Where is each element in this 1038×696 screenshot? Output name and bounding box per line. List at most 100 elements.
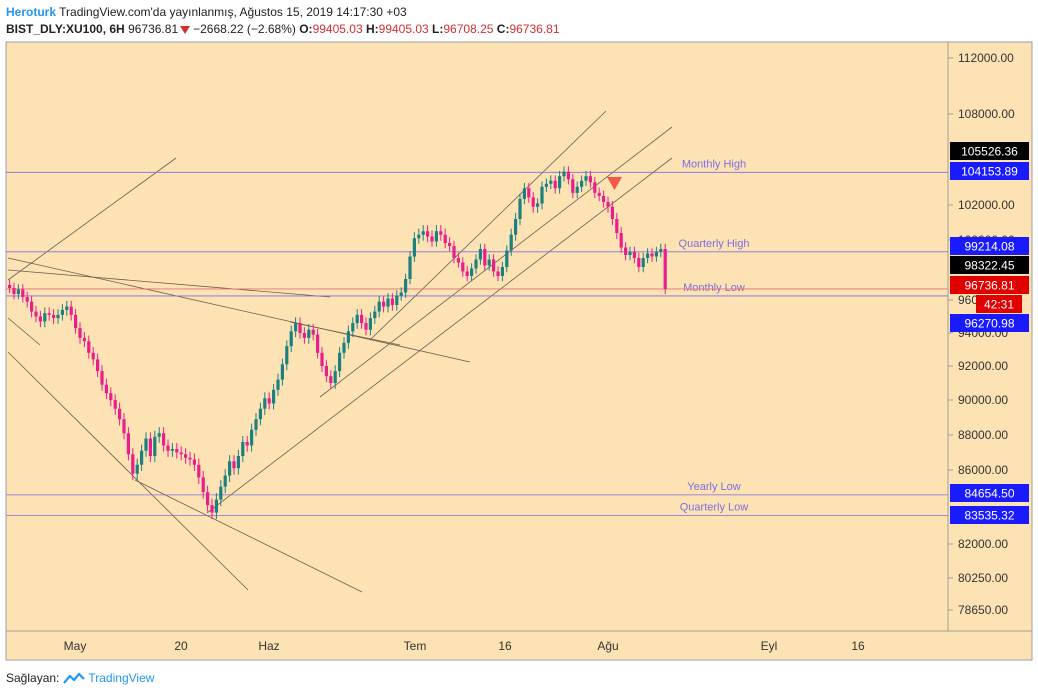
candle-body (188, 457, 192, 460)
x-tick-labels: May 20 Haz Tem 16 Ağu Eyl 16 (64, 639, 865, 653)
candle-body (346, 331, 350, 343)
y-tick-label: 90000.00 (958, 393, 1008, 407)
time-axis[interactable] (5, 630, 1033, 661)
close-label: C: (496, 22, 510, 36)
published-text: TradingView.com'da yayınlanmış, Ağustos … (59, 5, 407, 19)
candle-body (245, 442, 249, 446)
candle-body (197, 464, 201, 478)
candle-body (60, 309, 64, 315)
candle-body (487, 259, 491, 266)
candle-body (606, 201, 610, 207)
price-tag-text: 99214.08 (964, 240, 1014, 254)
candle-body (483, 249, 487, 266)
candle-body (593, 182, 597, 193)
candle-body (430, 236, 434, 242)
candle-body (492, 259, 496, 272)
candle-body (558, 176, 562, 189)
candle-body (562, 171, 566, 177)
price-tag-text: 96270.98 (964, 317, 1014, 331)
level-label: Monthly Low (683, 282, 745, 294)
close-value: 96736.81 (509, 22, 560, 36)
y-tick-label: 78650.00 (958, 603, 1008, 617)
price-change: −2668.22 (−2.68%) (193, 22, 296, 36)
candle-body (30, 301, 34, 312)
candle-body (434, 231, 438, 242)
provider-label: Sağlayan: (6, 671, 60, 685)
candle-body (104, 384, 108, 394)
candle-body (522, 188, 526, 199)
candle-body (307, 329, 311, 338)
high-value: 99405.03 (378, 22, 429, 36)
candle-body (628, 252, 632, 255)
candle-body (553, 180, 557, 189)
candle-body (646, 253, 650, 258)
candle-body (518, 198, 522, 219)
candle-body (632, 252, 636, 258)
candle-body (148, 438, 152, 456)
trendline (7, 317, 41, 346)
x-tick-label: 16 (498, 639, 512, 653)
candle-body (404, 279, 408, 293)
candle-body (461, 262, 465, 272)
candle-body (544, 183, 548, 187)
x-tick-label: 16 (851, 639, 865, 653)
price-tag-box (950, 142, 1029, 160)
candle-body (382, 301, 386, 307)
y-tick-label: 88000.00 (958, 428, 1008, 442)
candle-body (478, 249, 482, 260)
candle-body (192, 459, 196, 465)
candle-body (166, 445, 170, 451)
candle-body (663, 249, 667, 289)
symbol-line: BIST_DLY:XU100, 6H 96736.81 −2668.22 (−2.… (6, 21, 1026, 38)
candle-body (43, 313, 47, 322)
price-axis[interactable] (947, 41, 1033, 632)
x-tick-label: Tem (404, 639, 427, 653)
plot-area[interactable] (5, 41, 949, 632)
candle-body (175, 449, 179, 453)
trendline (7, 157, 177, 281)
candle-body (540, 186, 544, 204)
y-tick-label: 112000.00 (958, 51, 1014, 65)
candle-body (351, 323, 355, 332)
candle-body (549, 180, 553, 184)
candle-body (236, 456, 240, 469)
x-tick-label: May (64, 639, 87, 653)
candle-body (52, 314, 56, 319)
candle-body (584, 176, 588, 181)
candle-body (536, 203, 540, 207)
candle-body (377, 301, 381, 312)
candle-body (38, 316, 42, 322)
candle-body (412, 238, 416, 257)
publisher-name[interactable]: Heroturk (6, 5, 57, 19)
candle-body (566, 171, 570, 180)
candle-body (571, 179, 575, 193)
candle-body (641, 258, 645, 267)
candle-body (373, 311, 377, 319)
candle-body (157, 433, 161, 437)
candle-body (12, 288, 16, 294)
candle-body (113, 400, 117, 409)
price-tag-box (950, 162, 1029, 180)
level-label: Quarterly Low (680, 502, 749, 514)
candle-body (338, 352, 342, 372)
candle-body (395, 295, 399, 305)
candle-body (258, 408, 262, 420)
candle-body (109, 393, 113, 400)
price-tag-text: 105526.36 (961, 145, 1018, 159)
y-tick-label: 86000.00 (958, 463, 1008, 477)
candle-body (580, 180, 584, 187)
candle-body (619, 233, 623, 248)
y-tick-label: 102000.00 (958, 198, 1015, 212)
candle-body (250, 429, 254, 446)
candle-body (223, 475, 227, 487)
candle-body (597, 192, 601, 196)
y-tick-label: 108000.00 (958, 107, 1015, 121)
price-tag-box (950, 256, 1029, 274)
trendline (206, 157, 673, 514)
trendline (7, 351, 249, 591)
candle-body (531, 197, 535, 207)
tradingview-logo[interactable]: TradingView (63, 671, 154, 685)
candle-body (210, 505, 214, 513)
candle-body (91, 352, 95, 360)
